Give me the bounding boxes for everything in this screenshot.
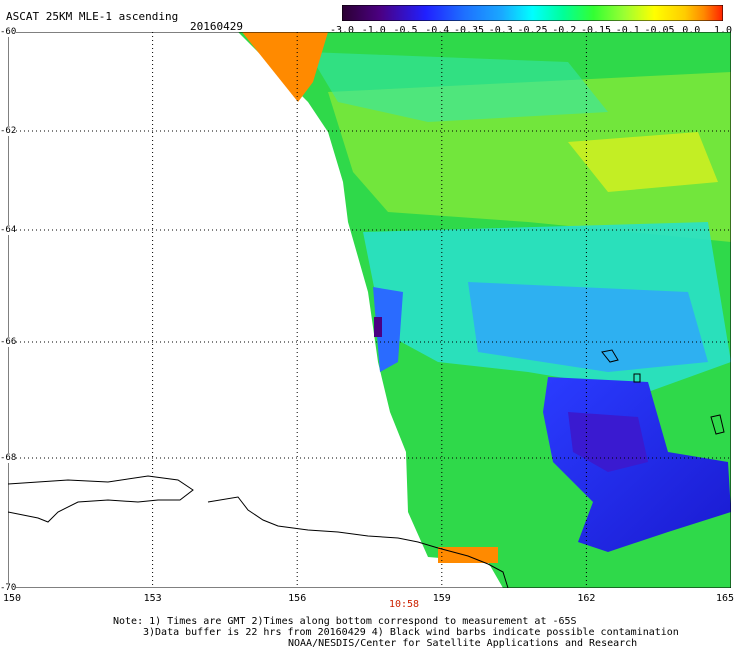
longitude-label: 162 bbox=[577, 593, 596, 604]
colorbar-tick-label: -1.0 bbox=[361, 25, 386, 36]
colorbar-tick-label: -0.25 bbox=[517, 25, 548, 36]
coastline bbox=[8, 475, 509, 588]
colorbar bbox=[342, 5, 723, 21]
colorbar-tick-label: -0.35 bbox=[453, 25, 485, 36]
swath-lightblue bbox=[468, 282, 708, 372]
swath-orange-bottom bbox=[438, 547, 498, 563]
latitude-label: -62 bbox=[0, 126, 17, 136]
latitude-label: -70 bbox=[0, 583, 17, 593]
swath-darkblue bbox=[568, 412, 648, 472]
island-3 bbox=[710, 414, 725, 435]
swath-orange-top bbox=[242, 32, 328, 102]
swath-edge-blue bbox=[373, 287, 403, 372]
colorbar-tick-label: -0.1 bbox=[615, 25, 640, 36]
swath-cyan-2 bbox=[308, 52, 608, 122]
graticule bbox=[8, 32, 731, 588]
swath-yellow bbox=[568, 132, 718, 192]
product-date: 20160429 bbox=[190, 20, 243, 33]
longitude-label: 159 bbox=[432, 593, 451, 604]
latitude-label: -68 bbox=[0, 453, 17, 463]
latitude-label: -66 bbox=[0, 337, 17, 347]
colorbar-tick-label: -0.2 bbox=[552, 25, 577, 36]
latitude-label: -60 bbox=[0, 27, 17, 37]
colorbar-tick-label: -0.05 bbox=[644, 25, 675, 36]
island-2 bbox=[633, 373, 641, 383]
footer-credit: NOAA/NESDIS/Center for Satellite Applica… bbox=[288, 638, 638, 649]
longitude-label: 153 bbox=[143, 593, 162, 604]
swath-edge-purple bbox=[374, 317, 382, 337]
colorbar-tick-label: -0.3 bbox=[488, 25, 513, 36]
footer-note-line2: 3)Data buffer is 22 hrs from 20160429 4)… bbox=[143, 627, 679, 638]
pass-time-label: 10:58 bbox=[388, 599, 420, 610]
colorbar-tick-label: -3.0 bbox=[329, 25, 355, 36]
colorbar-tick-label: -0.15 bbox=[580, 25, 612, 36]
product-title: ASCAT 25KM MLE-1 ascending bbox=[6, 10, 179, 23]
colorbar-tick-label: 0.0 bbox=[682, 25, 701, 36]
island-1 bbox=[601, 349, 619, 363]
colorbar-tick-label: 1.0 bbox=[713, 25, 733, 36]
longitude-label: 165 bbox=[715, 593, 735, 604]
colorbar-tick-label: -0.4 bbox=[425, 25, 450, 36]
longitude-label: 156 bbox=[288, 593, 307, 604]
longitude-label: 150 bbox=[2, 593, 22, 604]
colorbar-tick-label: -0.5 bbox=[393, 25, 418, 36]
footer-note-line1: Note: 1) Times are GMT 2)Times along bot… bbox=[113, 616, 577, 627]
latitude-label: -64 bbox=[0, 225, 17, 235]
map-plot bbox=[8, 32, 731, 588]
